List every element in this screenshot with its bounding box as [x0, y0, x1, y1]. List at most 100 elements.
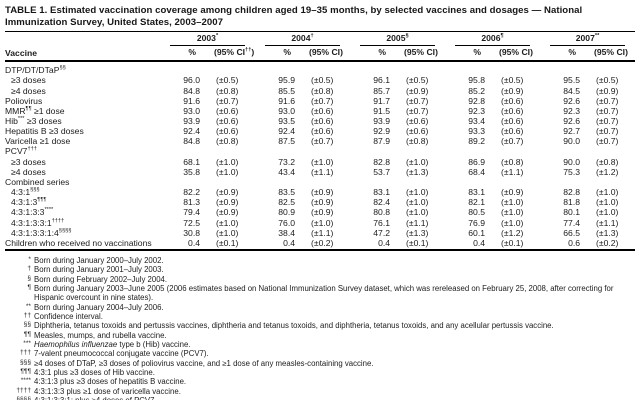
- pct-value: 91.6: [183, 95, 200, 106]
- ci-value: (±1.0): [501, 207, 524, 218]
- pct-value: [350, 61, 390, 75]
- table-title: TABLE 1. Estimated vaccination coverage …: [5, 5, 583, 28]
- pct-value: 60.1: [468, 227, 486, 238]
- footnote-marker: **: [25, 302, 31, 310]
- ci-value: (±0.9): [311, 187, 334, 198]
- ci-header: (95% CI): [485, 46, 541, 63]
- pct-value: [540, 61, 580, 75]
- pct-value: 93.0: [278, 105, 296, 116]
- pct-value: 82.1: [468, 197, 486, 208]
- footnote-marker: †: [27, 265, 31, 273]
- pct-value: 82.8: [373, 156, 391, 167]
- pct-value: 92.8: [468, 95, 486, 106]
- footnote: ¶¶ Measles, mumps, and rubella vaccine.: [5, 331, 636, 340]
- pct-value: 96.1: [373, 75, 391, 86]
- footnote-text: Born during January 2004–July 2006.: [34, 302, 164, 312]
- pct-value: 77.4: [563, 217, 581, 228]
- pct-value: 83.5: [278, 187, 296, 198]
- footnotes-section: * Born during January 2000–July 2002. † Bor…: [5, 256, 636, 400]
- ci-value: (±1.0): [596, 207, 619, 218]
- ci-value: (±0.8): [216, 136, 239, 147]
- vaccine-label: ≥3 doses: [11, 75, 46, 86]
- ci-value: (±0.9): [501, 187, 524, 198]
- pct-header: %: [255, 46, 296, 63]
- vaccine-label: ≥4 doses: [11, 85, 46, 96]
- ci-value: [295, 177, 350, 187]
- ci-value: (±0.7): [596, 126, 619, 137]
- ci-value: [485, 61, 540, 75]
- pct-value: [445, 61, 485, 75]
- pct-value: [540, 146, 580, 156]
- pct-value: 0.4: [445, 237, 486, 252]
- ci-value: (±1.0): [406, 197, 429, 208]
- table-row: 4:3:1:3:3:1:4§§§§ 30.8 (±1.0) 38.4 (±1.1) 47.…: [5, 228, 635, 238]
- ci-value: (±0.6): [216, 115, 239, 126]
- table-row: DTP/DT/DTaP§§: [5, 61, 635, 75]
- ci-value: (±1.0): [216, 227, 239, 238]
- footnote-text: 7-valent pneumococcal conjugate vaccine …: [34, 349, 209, 359]
- footnote-text: Confidence interval.: [34, 312, 103, 322]
- year-label: 2007: [575, 33, 595, 44]
- footnote-marker: ¶¶: [23, 330, 31, 338]
- pct-value: 80.5: [468, 207, 486, 218]
- vaccine-column-header: Vaccine: [5, 31, 160, 63]
- footnote-text: Haemophilus influenzae type b (Hib) vacc…: [34, 340, 191, 350]
- footnote-marker: §: [27, 274, 31, 282]
- footnote-text: ≥4 doses of DTaP, ≥3 doses of poliovirus…: [34, 358, 374, 368]
- vaccine-label: ≥4 doses: [11, 166, 46, 177]
- ci-value: (±0.7): [596, 136, 619, 147]
- ci-value: (±0.1): [485, 237, 541, 252]
- ci-value: [390, 177, 445, 187]
- ci-value: (±0.6): [216, 105, 239, 116]
- ci-value: (±1.0): [406, 207, 429, 218]
- vaccine-label: Varicella ≥1 dose: [5, 136, 71, 147]
- ci-value: (±0.9): [216, 187, 239, 198]
- ci-value: (±0.7): [406, 105, 429, 116]
- pct-value: [445, 146, 485, 156]
- ci-value: (±0.5): [596, 75, 619, 86]
- table-row: 4:3:1:3:3**** 79.4 (±0.9) 80.9 (±0.9) 80.8 (±1…: [5, 207, 635, 217]
- pct-value: 84.8: [183, 136, 200, 147]
- ci-value: (±1.1): [596, 217, 619, 228]
- pct-value: 86.9: [468, 156, 486, 167]
- pct-value: 93.9: [373, 115, 391, 126]
- ci-header: (95% CI): [295, 46, 351, 63]
- footnote: § Born during February 2002–July 2004.: [5, 275, 636, 284]
- footnote: §§§ ≥4 doses of DTaP, ≥3 doses of poliovi…: [5, 359, 636, 368]
- ci-value: (±0.5): [311, 75, 334, 86]
- vaccine-label: Poliovirus: [5, 95, 43, 106]
- pct-value: 91.7: [373, 95, 391, 106]
- ci-value: (±0.7): [311, 95, 334, 106]
- ci-value: (±0.6): [311, 115, 334, 126]
- row-footnote-marker: ¶¶: [25, 105, 32, 112]
- year-header-2003: 2003*: [160, 32, 255, 47]
- pct-value: 80.1: [563, 207, 581, 218]
- ci-value: [580, 177, 635, 187]
- pct-value: 79.4: [183, 207, 200, 218]
- pct-value: 96.0: [183, 75, 200, 86]
- pct-value: [445, 177, 485, 187]
- vaccine-label: 4:3:1:3¶¶¶: [11, 197, 47, 208]
- row-footnote-marker: †††: [27, 146, 37, 153]
- ci-value: (±1.0): [216, 166, 239, 177]
- ci-value: (±1.0): [596, 187, 619, 198]
- pct-value: 92.4: [278, 126, 296, 137]
- ci-value: (±0.6): [501, 115, 524, 126]
- ci-value: (±0.6): [216, 126, 239, 137]
- vaccine-label: Hepatitis B ≥3 doses: [5, 126, 84, 137]
- footnote-text: Born during February 2002–July 2004.: [34, 274, 168, 284]
- footnote: ¶ Born during January 2003–June 2005 (200…: [5, 284, 636, 303]
- pct-value: 53.7: [373, 166, 391, 177]
- pct-value: 83.1: [468, 187, 486, 198]
- vaccination-coverage-table: Vaccine 2003* 2004† 2005§ 2006¶ 2007**: [5, 31, 636, 252]
- ci-value: (±0.2): [295, 237, 351, 252]
- ci-value: (±0.6): [501, 105, 524, 116]
- pct-value: [160, 177, 200, 187]
- footnote-text: 4:3:1:3:3:1: plus ≥4 doses of PCV7.: [34, 396, 636, 400]
- pct-value: 81.3: [183, 197, 200, 208]
- pct-value: 85.7: [373, 85, 391, 96]
- footnote-text: Born during January 2000–July 2002.: [34, 256, 164, 265]
- ci-header: (95% CI): [580, 46, 636, 63]
- ci-value: (±0.1): [390, 237, 446, 252]
